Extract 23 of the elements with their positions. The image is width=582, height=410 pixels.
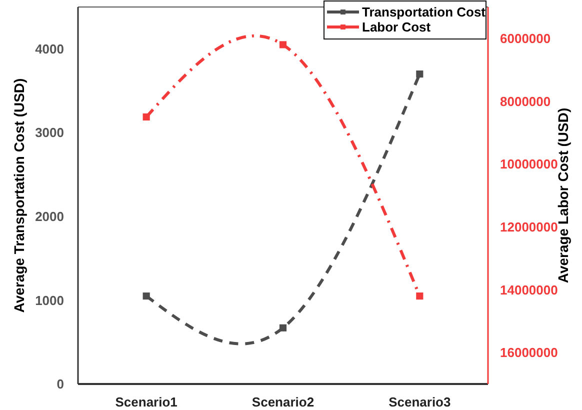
y2-tick-label: 6000000 xyxy=(500,30,551,46)
y2-tick-label: 10000000 xyxy=(500,156,558,172)
y-tick-label: 3000 xyxy=(35,125,64,140)
y-tick-label: 4000 xyxy=(35,41,64,56)
y-tick-label: 0 xyxy=(56,376,64,392)
x-tick-label: Scenario2 xyxy=(252,394,314,410)
point xyxy=(279,41,287,48)
point xyxy=(142,113,150,120)
point xyxy=(416,70,424,78)
legend-label: Transportation Cost xyxy=(362,4,486,20)
point xyxy=(416,292,424,300)
y2-tick-label: 12000000 xyxy=(500,219,558,234)
x-tick-label: Scenario1 xyxy=(115,394,178,410)
point xyxy=(279,324,287,332)
y-axis-title: Average Transportation Cost (USD) xyxy=(11,78,27,313)
y2-tick-label: 8000000 xyxy=(500,94,551,109)
y-tick-label: 1000 xyxy=(35,292,64,308)
legend-label: Labor Cost xyxy=(362,20,432,35)
x-tick-label: Scenario3 xyxy=(388,394,451,410)
point xyxy=(142,292,150,300)
y2-tick-label: 14000000 xyxy=(500,282,558,298)
y-tick-label: 2000 xyxy=(35,208,64,224)
y2-tick-label: 16000000 xyxy=(500,345,558,360)
